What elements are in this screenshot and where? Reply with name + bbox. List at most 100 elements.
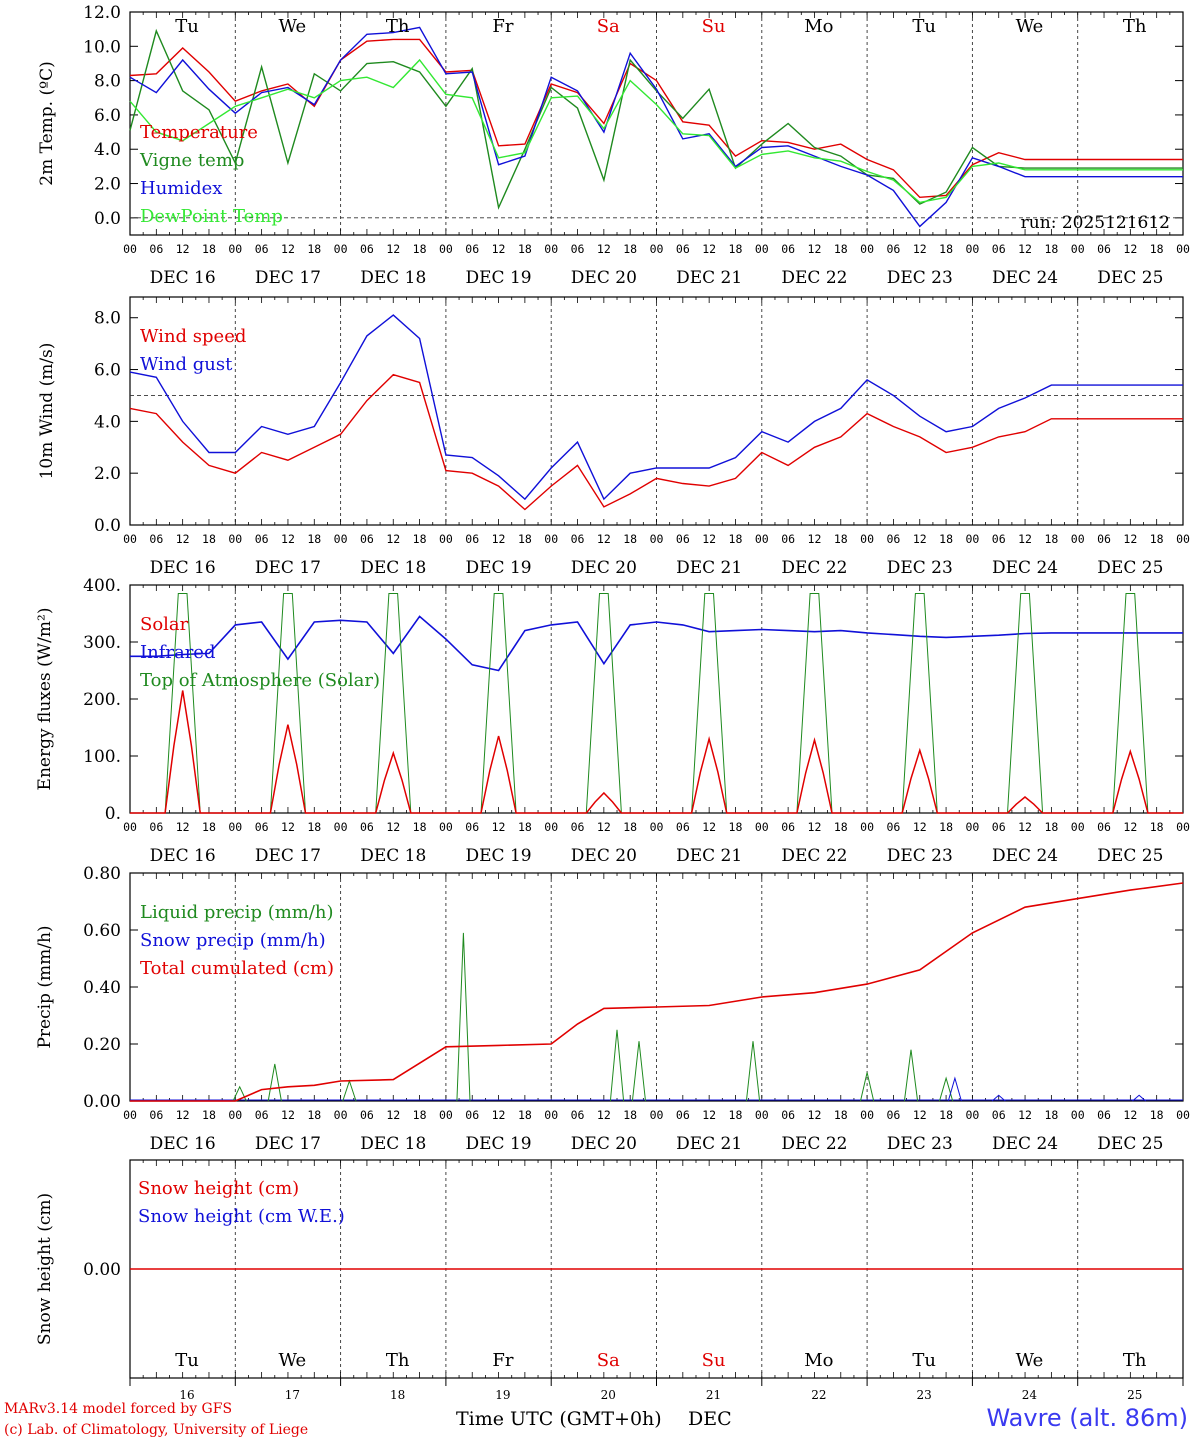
day-name: Mo xyxy=(804,1350,833,1371)
legend-entry: Snow height (cm) xyxy=(138,1178,299,1199)
date-label: DEC 20 xyxy=(571,846,637,866)
date-label: DEC 18 xyxy=(360,846,426,866)
x-tick-label: 00 xyxy=(860,532,874,546)
x-tick-label: 18 xyxy=(729,1108,743,1122)
y-tick-label: 8.0 xyxy=(94,309,121,329)
x-tick-label: 12 xyxy=(1123,1108,1137,1122)
x-tick-label: 06 xyxy=(1097,820,1111,834)
date-label: DEC 23 xyxy=(887,846,953,866)
legend-entry: Vigne temp xyxy=(139,150,244,171)
x-tick-label: 12 xyxy=(492,1108,506,1122)
x-tick-label: 18 xyxy=(729,532,743,546)
x-tick-label: 00 xyxy=(334,242,348,256)
x-tick-label: 18 xyxy=(623,242,637,256)
x-axis-month: DEC xyxy=(688,1408,732,1430)
x-tick-label: 12 xyxy=(1123,532,1137,546)
liquid-precip-spike xyxy=(267,1063,282,1102)
y-tick-label: 8.0 xyxy=(94,72,121,92)
y-tick-label: 0.40 xyxy=(83,978,121,998)
liquid-precip-spike xyxy=(609,1029,625,1102)
x-tick-label: 12 xyxy=(176,532,190,546)
x-tick-label: 12 xyxy=(702,532,716,546)
x-tick-label: 00 xyxy=(123,1108,137,1122)
series-line-0 xyxy=(129,38,1183,199)
y-tick-label: 0. xyxy=(105,804,121,824)
date-label: DEC 18 xyxy=(360,558,426,578)
x-tick-label: 18 xyxy=(623,1108,637,1122)
x-tick-label: 06 xyxy=(255,242,269,256)
panel-precip: 0.00 0.20 0.40 0.60 0.80 Precip (mm/h) 00 06 12 1… xyxy=(35,864,1190,1154)
day-name: Th xyxy=(386,1350,410,1371)
x-tick-label: 06 xyxy=(781,1108,795,1122)
x-tick-label: 18 xyxy=(939,1108,953,1122)
x-tick-label: 00 xyxy=(334,1108,348,1122)
snow-precip-spike xyxy=(1132,1094,1147,1102)
y-tick-label: 4.0 xyxy=(94,412,121,432)
x-tick-label: 06 xyxy=(886,820,900,834)
liquid-precip-spike xyxy=(456,932,471,1102)
liquid-precip-spike xyxy=(631,1041,646,1102)
x-tick-label: 06 xyxy=(886,242,900,256)
x-tick-label: 18 xyxy=(1150,820,1164,834)
day-name: We xyxy=(1016,1350,1044,1371)
x-tick-label: 18 xyxy=(1044,532,1058,546)
day-name: Sa xyxy=(597,1350,620,1371)
x-tick-label: 00 xyxy=(1176,1108,1190,1122)
day-number: 23 xyxy=(916,1388,931,1402)
x-tick-label: 00 xyxy=(650,532,664,546)
x-tick-label: 06 xyxy=(360,820,374,834)
legend-entry: Infrared xyxy=(140,642,215,663)
station-name: Wavre (alt. 86m) xyxy=(986,1404,1188,1432)
legend-entry: DewPoint Temp xyxy=(140,206,283,227)
y-tick-label: 400. xyxy=(83,576,121,596)
x-tick-label: 12 xyxy=(913,242,927,256)
x-tick-label: 00 xyxy=(1176,820,1190,834)
x-tick-label: 18 xyxy=(623,532,637,546)
x-tick-label: 12 xyxy=(808,532,822,546)
x-tick-label: 06 xyxy=(992,1108,1006,1122)
date-label: DEC 20 xyxy=(571,558,637,578)
panel-energy: 0. 100. 200. 300. 400. Energy fluxes (W/m²) 00… xyxy=(35,576,1190,866)
x-tick-label: 12 xyxy=(702,242,716,256)
day-name: Sa xyxy=(597,16,620,37)
day-name: We xyxy=(278,1350,306,1371)
x-tick-label: 18 xyxy=(1150,242,1164,256)
y-tick-label: 0.00 xyxy=(83,1092,121,1112)
x-tick-label: 00 xyxy=(860,1108,874,1122)
x-tick-label: 18 xyxy=(413,532,427,546)
x-tick-label: 18 xyxy=(1044,242,1058,256)
x-tick-label: 12 xyxy=(176,1108,190,1122)
series-line-0 xyxy=(129,373,1183,511)
x-tick-label: 12 xyxy=(913,1108,927,1122)
y-axis-label: 2m Temp. (ºC) xyxy=(37,61,57,186)
x-tick-label: 12 xyxy=(702,820,716,834)
x-tick-label: 18 xyxy=(939,242,953,256)
day-name: Tu xyxy=(175,1350,199,1371)
x-tick-label: 12 xyxy=(913,820,927,834)
x-tick-label: 12 xyxy=(1123,242,1137,256)
x-tick-label: 18 xyxy=(939,820,953,834)
lab-credit: (c) Lab. of Climatology, University of L… xyxy=(4,1422,308,1438)
date-label: DEC 22 xyxy=(781,1134,847,1154)
legend-entry: Wind speed xyxy=(140,326,246,347)
liquid-precip-spike xyxy=(860,1072,875,1102)
x-tick-label: 00 xyxy=(965,1108,979,1122)
day-name: We xyxy=(278,16,306,37)
x-tick-label: 00 xyxy=(334,820,348,834)
x-tick-label: 18 xyxy=(307,820,321,834)
liquid-precip-spike xyxy=(745,1041,761,1102)
legend-entry: Liquid precip (mm/h) xyxy=(140,902,334,923)
date-label: DEC 25 xyxy=(1097,268,1163,288)
date-label: DEC 20 xyxy=(571,268,637,288)
date-label: DEC 21 xyxy=(676,1134,742,1154)
x-tick-label: 12 xyxy=(281,1108,295,1122)
x-tick-label: 00 xyxy=(1071,820,1085,834)
x-tick-label: 18 xyxy=(202,242,216,256)
x-tick-label: 06 xyxy=(1097,242,1111,256)
x-tick-label: 06 xyxy=(886,1108,900,1122)
x-tick-label: 06 xyxy=(465,1108,479,1122)
date-label: DEC 21 xyxy=(676,268,742,288)
x-tick-label: 06 xyxy=(992,242,1006,256)
date-label: DEC 19 xyxy=(466,268,532,288)
date-label: DEC 16 xyxy=(150,558,216,578)
